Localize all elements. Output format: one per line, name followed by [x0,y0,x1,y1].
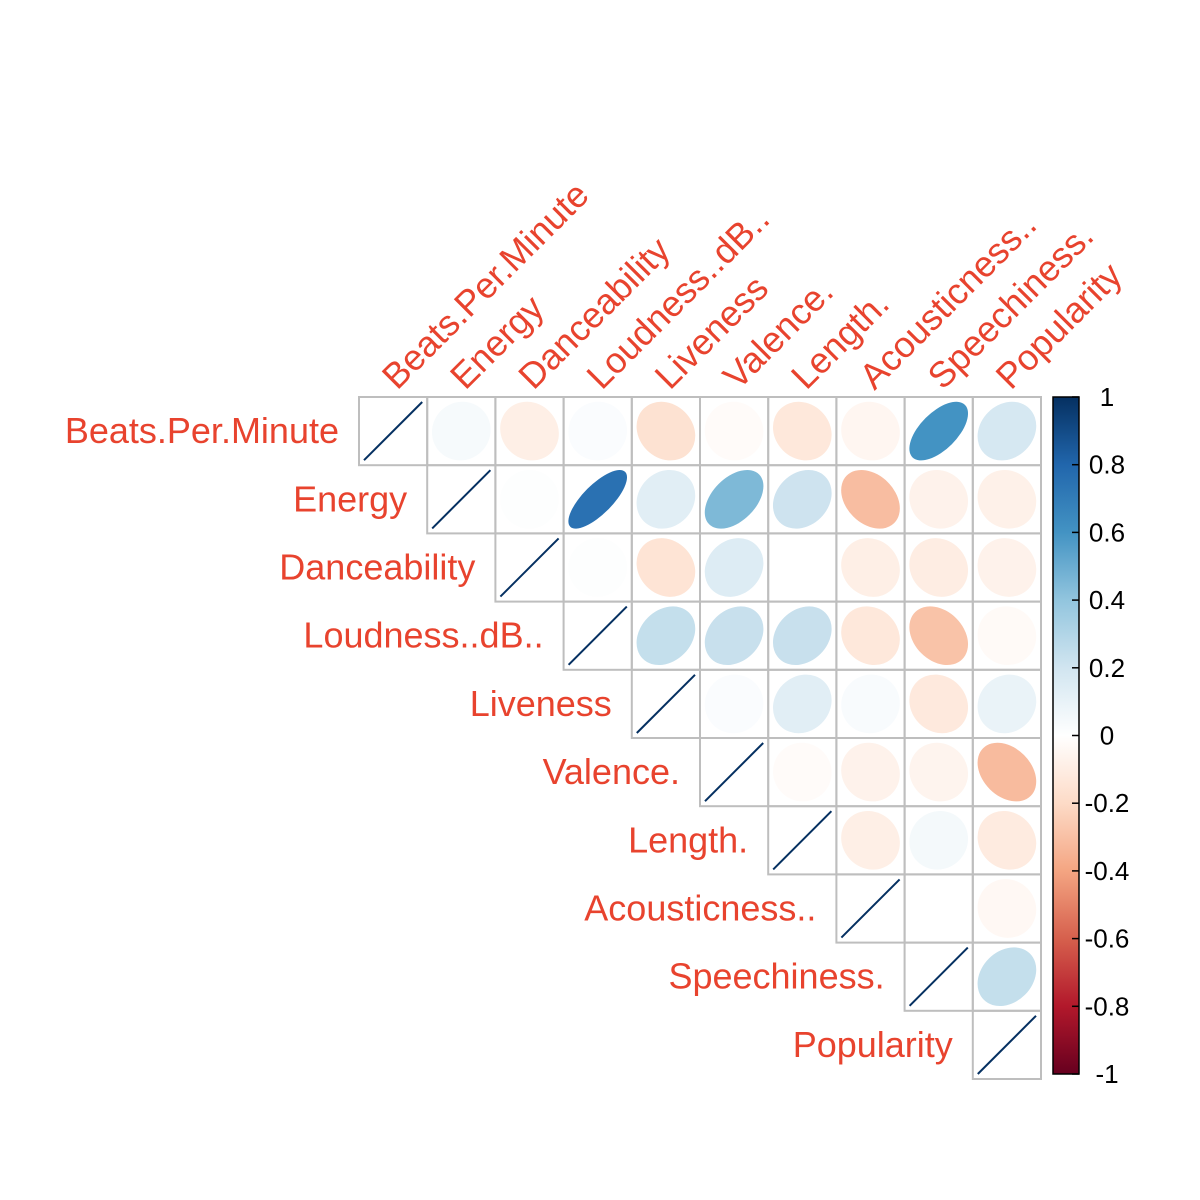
color-bar-tick-label: -1 [1095,1059,1118,1089]
cell-Danceability-Popularity [977,538,1037,597]
diagonal-line-Beats.Per.Minute [363,401,423,461]
cell-Energy-Acousticness.. [841,469,900,529]
row-label: Danceability [279,547,475,588]
cell-Length.-Acousticness.. [841,810,900,870]
color-bar-tick-label: 0.8 [1089,450,1125,480]
row-label: Acousticness.. [584,888,816,929]
cell-Loudness..dB..-Popularity [977,606,1037,666]
cell-Energy-Liveness [636,469,696,529]
column-labels: Beats.Per.MinuteEnergyDanceabilityLoudne… [374,174,1130,397]
row-label: Loudness..dB.. [303,615,543,656]
diagonal-line-Danceability [499,537,560,598]
cell-Length.-Speechiness. [909,810,969,870]
cell-Energy-Danceability [500,469,559,529]
row-label: Popularity [793,1024,953,1065]
cell-Length.-Popularity [977,810,1037,870]
cell-Energy-Loudness..dB.. [568,469,628,529]
cell-Loudness..dB..-Acousticness.. [841,606,900,666]
row-label: Valence. [543,751,680,792]
cell-Beats.Per.Minute-Length. [772,401,832,461]
cell-Danceability-Loudness..dB.. [568,538,628,597]
color-bar-tick-label: 0 [1100,721,1114,751]
cell-Acousticness..-Speechiness. [909,879,969,938]
cell-Danceability-Speechiness. [909,538,969,597]
cell-Speechiness.-Popularity [977,947,1037,1007]
diagonal-line-Speechiness. [908,946,969,1007]
cell-Valence.-Speechiness. [909,742,969,802]
color-bar-tick-label: 0.2 [1089,653,1125,683]
cell-Energy-Length. [772,469,832,529]
diagonal-line-Energy [431,469,492,530]
cell-Acousticness..-Popularity [977,879,1037,938]
cell-Beats.Per.Minute-Speechiness. [909,401,969,461]
cell-Beats.Per.Minute-Loudness..dB.. [568,401,628,461]
color-bar-tick-label: 0.4 [1089,585,1125,615]
cell-Loudness..dB..-Valence. [704,606,764,666]
cell-Beats.Per.Minute-Acousticness.. [841,401,900,461]
cell-Loudness..dB..-Length. [772,606,832,666]
cell-Valence.-Acousticness.. [841,742,900,802]
color-bar-tick-label: 1 [1100,382,1114,412]
grid-cell [971,1009,1042,1080]
cell-Loudness..dB..-Speechiness. [909,606,969,666]
cell-Liveness-Length. [772,674,832,734]
cell-Energy-Speechiness. [909,469,969,529]
color-bar-tick-label: -0.4 [1085,856,1130,886]
row-label: Energy [293,478,407,519]
cell-Beats.Per.Minute-Liveness [636,401,696,461]
color-bar-tick-label: -0.6 [1085,924,1130,954]
correlation-cells [358,396,1042,1080]
color-bar-tick-label: 0.6 [1089,517,1125,547]
cell-Beats.Per.Minute-Danceability [500,401,559,461]
cell-Valence.-Popularity [977,742,1037,802]
diagonal-line-Length. [772,810,833,871]
cell-Liveness-Speechiness. [909,674,969,734]
cell-Beats.Per.Minute-Energy [431,401,491,461]
row-label: Beats.Per.Minute [65,410,339,451]
color-legend: 1 0.8 0.6 0.4 0.2 0 -0.2 -0.4 -0.6 -0.8 -1 [1052,382,1130,1089]
cell-Liveness-Popularity [977,674,1037,734]
cell-Beats.Per.Minute-Popularity [977,401,1037,461]
cell-Liveness-Acousticness.. [841,674,900,734]
color-bar-tick-label: -0.2 [1085,788,1130,818]
diagonal-line-Loudness..dB.. [567,605,628,666]
cell-Energy-Valence. [704,469,764,529]
diagonal-line-Valence. [704,742,764,802]
cell-Danceability-Acousticness.. [841,538,900,597]
cell-Danceability-Length. [772,538,832,597]
diagonal-line-Acousticness.. [840,878,901,939]
row-labels: Beats.Per.Minute Energy Danceability Loudne… [65,410,953,1065]
diagonal-line-Liveness [636,674,696,734]
cell-Valence.-Length. [772,742,832,802]
row-label: Speechiness. [668,956,884,997]
cell-Danceability-Valence. [704,538,764,597]
row-label: Length. [628,819,748,860]
cell-Loudness..dB..-Liveness [636,606,696,666]
row-label: Liveness [470,683,612,724]
cell-Energy-Popularity [977,469,1037,529]
cell-Beats.Per.Minute-Valence. [704,401,764,461]
cell-Danceability-Liveness [636,538,696,597]
cell-Liveness-Valence. [704,674,764,734]
diagonal-line-Popularity [977,1015,1037,1075]
color-bar-tick-label: -0.8 [1085,991,1130,1021]
